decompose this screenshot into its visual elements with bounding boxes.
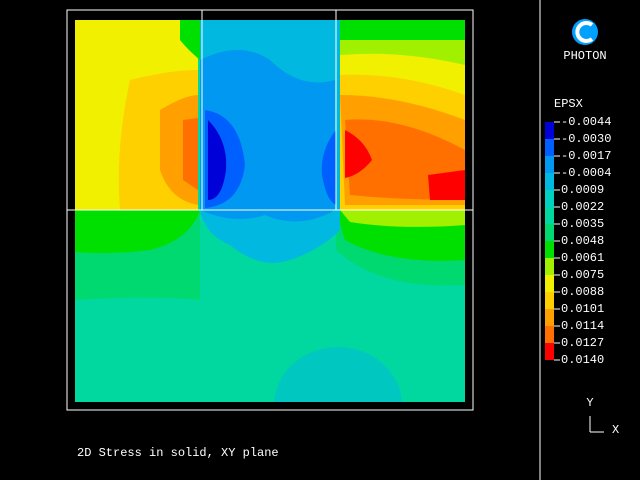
legend-swatch	[545, 156, 554, 173]
legend-label: 0.0048	[561, 234, 604, 248]
legend-swatch	[545, 122, 554, 139]
legend-label: -0.0030	[561, 132, 611, 146]
legend-label: 0.0061	[561, 251, 604, 265]
legend-swatch	[545, 139, 554, 156]
axis-y-label: Y	[586, 396, 593, 410]
legend-swatch	[545, 224, 554, 241]
legend-label: 0.0035	[561, 217, 604, 231]
legend-swatch	[545, 207, 554, 224]
legend-swatch	[545, 292, 554, 309]
legend-label: 0.0075	[561, 268, 604, 282]
legend-label: -0.0017	[561, 149, 611, 163]
legend-swatch	[545, 275, 554, 292]
contour-field	[75, 20, 465, 402]
legend-label: 0.0009	[561, 183, 604, 197]
legend-title: EPSX	[554, 97, 583, 111]
legend-label: 0.0114	[561, 319, 604, 333]
legend-label: 0.0101	[561, 302, 604, 316]
legend-swatch	[545, 241, 554, 258]
legend: -0.0044 -0.0030 -0.0017 -0.0004 0.0009 0.0022…	[545, 115, 611, 367]
legend-label: 0.0022	[561, 200, 604, 214]
legend-label: 0.0140	[561, 353, 604, 367]
caption: 2D Stress in solid, XY plane	[77, 446, 279, 460]
logo-label: PHOTON	[563, 49, 606, 63]
legend-label: 0.0088	[561, 285, 604, 299]
legend-label: -0.0044	[561, 115, 611, 129]
legend-label: 0.0127	[561, 336, 604, 350]
legend-label: -0.0004	[561, 166, 611, 180]
legend-swatch	[545, 190, 554, 207]
legend-swatch	[545, 326, 554, 343]
axis-x-label: X	[612, 423, 619, 437]
legend-swatch	[545, 173, 554, 190]
legend-swatch	[545, 343, 554, 360]
legend-swatch	[545, 309, 554, 326]
legend-swatch	[545, 258, 554, 275]
logo-icon-mark	[575, 21, 594, 43]
